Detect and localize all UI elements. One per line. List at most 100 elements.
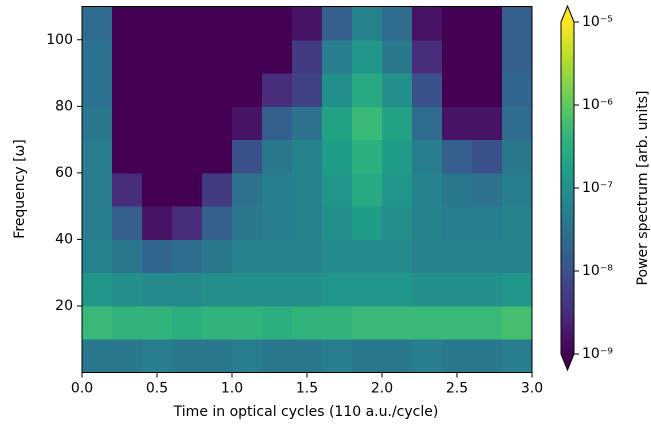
- heatmap-cell: [322, 239, 353, 274]
- heatmap-cell: [172, 239, 203, 274]
- heatmap-cell: [352, 239, 383, 274]
- colorbar-label: Power spectrum [arb. units]: [635, 91, 651, 286]
- colorbar-extend-bottom: [561, 354, 574, 370]
- heatmap-cell: [232, 39, 263, 74]
- heatmap-cell: [82, 6, 113, 41]
- heatmap-cell: [382, 206, 413, 240]
- heatmap-cell: [292, 272, 323, 307]
- heatmap-cell: [352, 139, 383, 174]
- heatmap-cell: [442, 73, 473, 107]
- heatmap-cell: [502, 172, 533, 207]
- heatmap-cell: [112, 73, 143, 107]
- heatmap-cell: [322, 305, 353, 340]
- heatmap-cell: [382, 239, 413, 274]
- heatmap-cell: [262, 39, 293, 74]
- x-tick-label: 1.5: [296, 381, 318, 397]
- heatmap-cell: [502, 272, 533, 307]
- heatmap-cell: [292, 39, 323, 74]
- heatmap-cell: [412, 39, 443, 74]
- heatmap-cell: [352, 339, 383, 373]
- heatmap-cell: [292, 239, 323, 274]
- heatmap-cell: [142, 6, 173, 41]
- heatmap-cell: [412, 305, 443, 340]
- heatmap-cell: [352, 73, 383, 107]
- heatmap-cell: [472, 339, 503, 373]
- heatmap-cell: [172, 139, 203, 174]
- heatmap-cell: [322, 206, 353, 240]
- heatmap-cell: [382, 272, 413, 307]
- heatmap-cell: [472, 305, 503, 340]
- heatmap-cell: [382, 172, 413, 207]
- heatmap-cell: [82, 206, 113, 240]
- heatmap-cell: [202, 339, 233, 373]
- heatmap-cell: [322, 272, 353, 307]
- heatmap-cell: [232, 106, 263, 141]
- heatmap-cell: [292, 206, 323, 240]
- heatmap-cell: [202, 206, 233, 240]
- heatmap-cell: [472, 73, 503, 107]
- heatmap-cell: [202, 239, 233, 274]
- heatmap-cell: [262, 6, 293, 41]
- heatmap-cell: [202, 139, 233, 174]
- heatmap-cell: [202, 39, 233, 74]
- heatmap-cell: [202, 272, 233, 307]
- heatmap-cell: [172, 339, 203, 373]
- heatmap-cell: [442, 6, 473, 41]
- heatmap-cell: [442, 172, 473, 207]
- heatmap-cell: [322, 106, 353, 141]
- heatmap-cell: [292, 6, 323, 41]
- heatmap-cell: [412, 339, 443, 373]
- x-tick-label: 0.0: [71, 381, 93, 397]
- heatmap-cell: [82, 39, 113, 74]
- heatmap-cell: [292, 172, 323, 207]
- heatmap-cell: [232, 272, 263, 307]
- heatmap-cell: [382, 339, 413, 373]
- heatmap-cell: [232, 139, 263, 174]
- heatmap-cell: [172, 305, 203, 340]
- y-tick-label: 40: [55, 231, 73, 247]
- colorbar-tick-label: 10⁻⁹: [582, 346, 613, 362]
- colorbar-tick-label: 10⁻⁷: [582, 180, 613, 196]
- x-tick-label: 2.5: [446, 381, 468, 397]
- heatmap-cell: [112, 39, 143, 74]
- heatmap-cell: [382, 6, 413, 41]
- heatmap-cell: [502, 106, 533, 141]
- heatmap-cell: [262, 206, 293, 240]
- heatmap-cell: [382, 73, 413, 107]
- heatmap-cell: [472, 6, 503, 41]
- heatmap-cell: [292, 106, 323, 141]
- heatmap-cell: [142, 73, 173, 107]
- heatmap-cell: [82, 239, 113, 274]
- heatmap-cell: [352, 272, 383, 307]
- heatmap-cell: [82, 305, 113, 340]
- heatmap-cell: [172, 6, 203, 41]
- heatmap-cell: [352, 39, 383, 74]
- heatmap-cell: [82, 139, 113, 174]
- heatmap-cell: [412, 139, 443, 174]
- heatmap-cell: [142, 39, 173, 74]
- heatmap-cell: [472, 239, 503, 274]
- heatmap: [82, 6, 533, 373]
- heatmap-cell: [112, 6, 143, 41]
- heatmap-cell: [352, 106, 383, 141]
- y-tick-label: 20: [55, 298, 73, 314]
- heatmap-cell: [112, 305, 143, 340]
- y-tick-label: 80: [55, 98, 73, 114]
- heatmap-cell: [502, 73, 533, 107]
- heatmap-cell: [142, 272, 173, 307]
- heatmap-cell: [322, 73, 353, 107]
- heatmap-cell: [292, 73, 323, 107]
- heatmap-cell: [202, 6, 233, 41]
- heatmap-cell: [442, 239, 473, 274]
- heatmap-cell: [382, 39, 413, 74]
- heatmap-cell: [82, 272, 113, 307]
- heatmap-cell: [412, 6, 443, 41]
- heatmap-cell: [232, 206, 263, 240]
- colorbar-tick-label: 10⁻⁵: [582, 14, 613, 30]
- heatmap-cell: [202, 73, 233, 107]
- colorbar-tick-label: 10⁻⁸: [582, 263, 613, 279]
- heatmap-cell: [262, 305, 293, 340]
- heatmap-cell: [82, 172, 113, 207]
- heatmap-cell: [442, 106, 473, 141]
- heatmap-cell: [142, 305, 173, 340]
